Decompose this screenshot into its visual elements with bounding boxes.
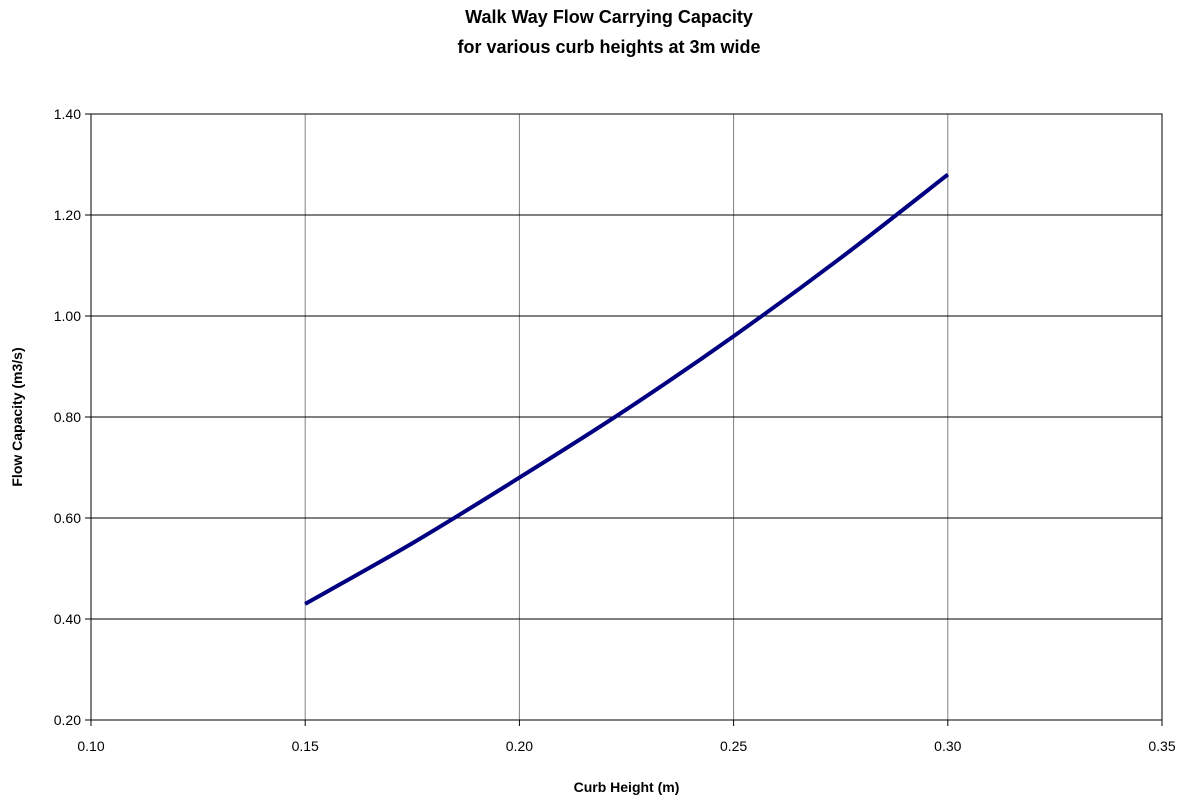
y-tick-label: 0.80 [54, 409, 81, 425]
y-tick-label: 0.60 [54, 510, 81, 526]
x-tick-label: 0.25 [720, 738, 747, 754]
chart-title: Walk Way Flow Carrying Capacity [465, 7, 753, 27]
grid-lines [90, 113, 1163, 721]
y-tick-label: 1.20 [54, 207, 81, 223]
chart-subtitle: for various curb heights at 3m wide [457, 37, 760, 57]
series-point [947, 174, 949, 176]
x-tick-label: 0.10 [77, 738, 104, 754]
axis-ticks: 0.10 0.15 0.20 0.25 0.30 0.35 0.20 0.40 0.60 0.80… [54, 106, 1176, 754]
x-tick-label: 0.35 [1148, 738, 1175, 754]
series-line [304, 173, 950, 606]
series-point [304, 603, 306, 605]
y-axis-title: Flow Capacity (m3/s) [9, 347, 25, 486]
x-tick-label: 0.15 [292, 738, 319, 754]
y-tick-label: 1.00 [54, 308, 81, 324]
series-point [626, 408, 627, 410]
series-layer [304, 173, 950, 606]
series-point [411, 542, 413, 544]
y-tick-label: 0.20 [54, 712, 81, 728]
series-point [518, 477, 520, 479]
y-tick-label: 1.40 [54, 106, 81, 122]
x-axis-title: Curb Height (m) [574, 779, 680, 795]
y-tick-label: 0.40 [54, 611, 81, 627]
series-point [840, 257, 842, 259]
series-point [733, 335, 735, 337]
x-tick-label: 0.20 [506, 738, 533, 754]
x-tick-label: 0.30 [934, 738, 961, 754]
